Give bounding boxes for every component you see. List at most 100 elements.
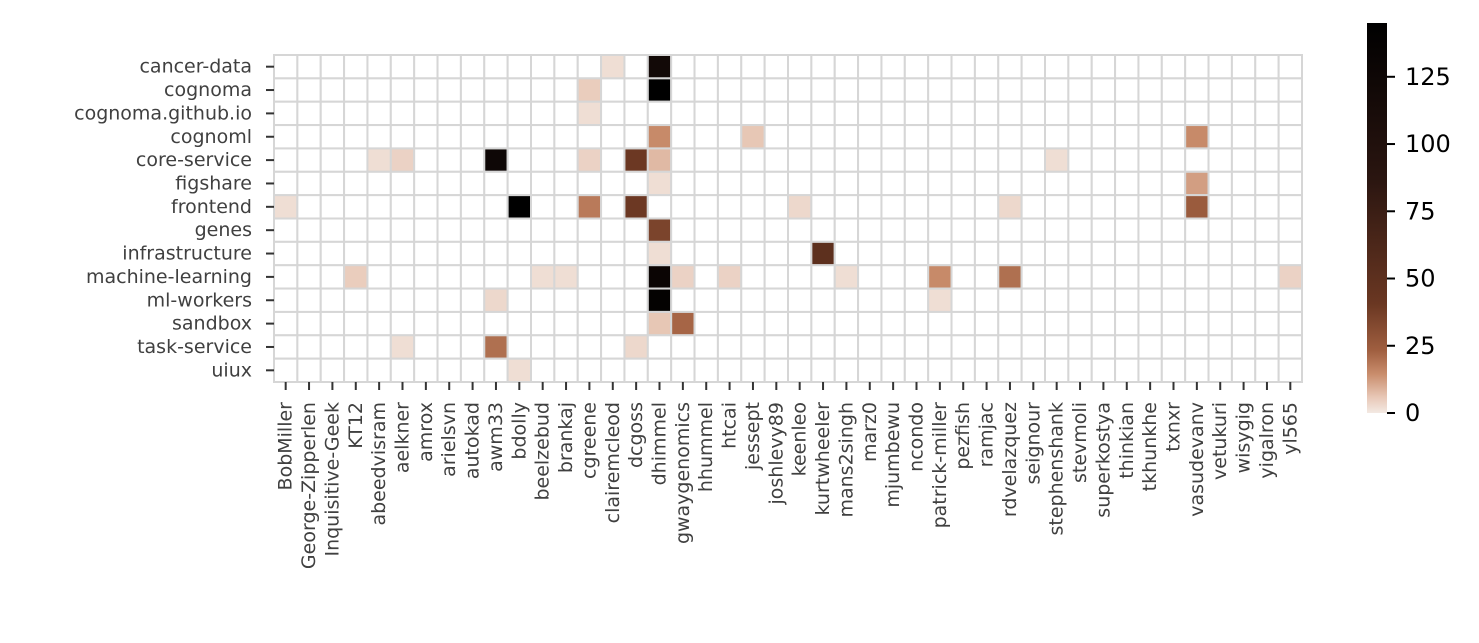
heatmap-cell xyxy=(296,54,322,80)
heatmap-cells xyxy=(273,54,1303,383)
heatmap-cell xyxy=(927,334,953,360)
heatmap-cell xyxy=(296,100,322,127)
heatmap-cell xyxy=(1044,147,1070,173)
heatmap-cell xyxy=(1184,194,1210,220)
heatmap-cell xyxy=(763,264,789,290)
x-tick-label: cgreene xyxy=(578,402,600,479)
heatmap-cell xyxy=(670,240,696,267)
heatmap-cell xyxy=(833,147,860,173)
heatmap-cell xyxy=(880,240,906,267)
heatmap-cell xyxy=(623,287,649,313)
heatmap-cell xyxy=(273,170,299,197)
heatmap-cell xyxy=(997,287,1023,313)
x-tick-label: clairemcleod xyxy=(602,402,624,523)
heatmap-cell xyxy=(1067,310,1093,337)
heatmap-cell xyxy=(530,264,556,290)
heatmap-cell xyxy=(319,170,346,197)
heatmap-cell xyxy=(389,240,416,267)
heatmap-cell xyxy=(530,334,556,360)
heatmap-cell xyxy=(1067,240,1093,267)
heatmap-cell xyxy=(483,357,509,383)
heatmap-cell xyxy=(880,147,906,173)
heatmap-cell xyxy=(413,310,439,337)
heatmap-cell xyxy=(576,124,603,150)
heatmap-cell xyxy=(483,287,509,313)
heatmap-cell xyxy=(553,100,579,127)
heatmap-cell xyxy=(1230,287,1257,313)
heatmap-cell xyxy=(1090,287,1117,313)
heatmap-cell xyxy=(810,310,836,337)
heatmap-cell xyxy=(366,240,392,267)
heatmap-cell xyxy=(1020,100,1046,127)
heatmap-cell xyxy=(927,264,953,290)
heatmap-cell xyxy=(436,77,462,103)
heatmap-cell xyxy=(389,54,416,80)
heatmap-cell xyxy=(1137,264,1163,290)
heatmap-cell xyxy=(319,124,346,150)
heatmap-cell xyxy=(366,310,392,337)
heatmap-cell xyxy=(1160,240,1187,267)
heatmap-cell xyxy=(646,170,673,197)
heatmap-cell xyxy=(1254,194,1280,220)
heatmap-cell xyxy=(763,194,789,220)
heatmap-cell xyxy=(1137,357,1163,383)
heatmap-cell xyxy=(273,264,299,290)
heatmap-cell xyxy=(553,194,579,220)
heatmap-cell xyxy=(296,334,322,360)
heatmap-cell xyxy=(1207,147,1233,173)
heatmap-cell xyxy=(459,54,486,80)
heatmap-cell xyxy=(693,194,719,220)
heatmap-cell xyxy=(927,310,953,337)
heatmap-cell xyxy=(833,334,860,360)
heatmap-cell xyxy=(1207,100,1233,127)
heatmap-cell xyxy=(576,334,603,360)
heatmap-cell xyxy=(1067,334,1093,360)
heatmap-cell xyxy=(950,54,976,80)
heatmap-cell xyxy=(366,147,392,173)
heatmap-cell xyxy=(436,124,462,150)
x-tick-label: kurtwheeler xyxy=(812,402,834,516)
heatmap-cell xyxy=(997,147,1023,173)
heatmap-cell xyxy=(459,147,486,173)
heatmap-cell xyxy=(600,240,626,267)
heatmap-cell xyxy=(1160,124,1187,150)
heatmap-cell xyxy=(273,147,299,173)
heatmap-cell xyxy=(273,357,299,383)
heatmap-cell xyxy=(1137,147,1163,173)
heatmap-cell xyxy=(1114,357,1140,383)
heatmap-cell xyxy=(319,310,346,337)
heatmap-cell xyxy=(366,287,392,313)
heatmap-cell xyxy=(366,264,392,290)
heatmap-cell xyxy=(459,334,486,360)
heatmap-cell xyxy=(810,240,836,267)
heatmap-cell xyxy=(927,240,953,267)
heatmap-cell xyxy=(997,217,1023,243)
heatmap-cell xyxy=(927,124,953,150)
heatmap-cell xyxy=(857,240,883,267)
heatmap-cell xyxy=(740,310,766,337)
heatmap-cell xyxy=(1184,264,1210,290)
heatmap-cell xyxy=(1020,217,1046,243)
heatmap-cell xyxy=(950,170,976,197)
heatmap-cell xyxy=(1254,77,1280,103)
heatmap-cell xyxy=(833,357,860,383)
heatmap-cell xyxy=(506,147,532,173)
heatmap-cell xyxy=(903,357,930,383)
y-tick-label: cognoml xyxy=(170,126,252,148)
heatmap-cell xyxy=(1067,217,1093,243)
heatmap-cell xyxy=(1067,287,1093,313)
heatmap-cell xyxy=(1137,170,1163,197)
heatmap-cell xyxy=(506,124,532,150)
heatmap-cell xyxy=(413,170,439,197)
heatmap-cell xyxy=(740,217,766,243)
heatmap-cell xyxy=(1254,217,1280,243)
heatmap-cell xyxy=(1184,334,1210,360)
heatmap-cell xyxy=(670,54,696,80)
heatmap-cell xyxy=(1160,170,1187,197)
heatmap-cell xyxy=(436,287,462,313)
heatmap-cell xyxy=(763,100,789,127)
heatmap-cell xyxy=(273,124,299,150)
heatmap-cell xyxy=(903,194,930,220)
heatmap-cell xyxy=(623,54,649,80)
heatmap-cell xyxy=(1114,170,1140,197)
